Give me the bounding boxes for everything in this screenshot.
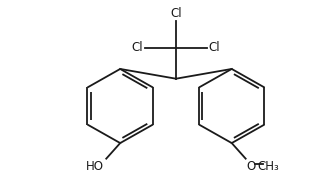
Text: Cl: Cl [209, 41, 220, 54]
Text: HO: HO [86, 160, 104, 173]
Text: Cl: Cl [170, 7, 182, 20]
Text: O: O [247, 160, 256, 173]
Text: CH₃: CH₃ [258, 160, 279, 173]
Text: Cl: Cl [131, 41, 143, 54]
